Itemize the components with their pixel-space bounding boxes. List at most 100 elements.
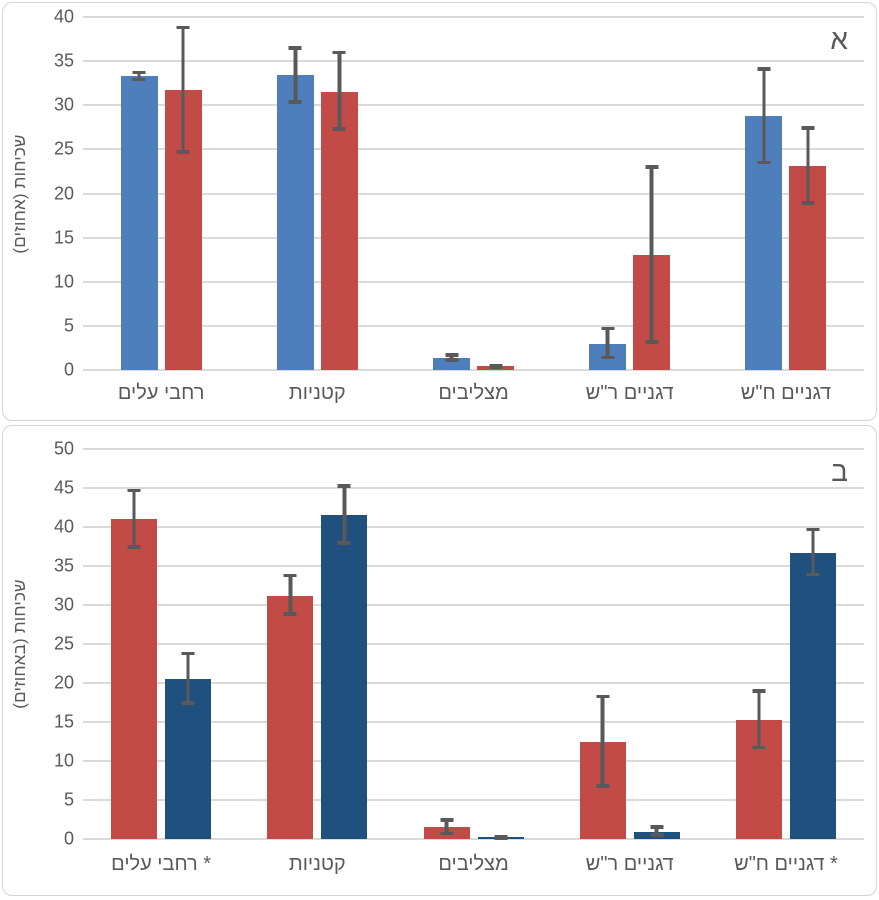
bar-slot-red-1 [320, 17, 358, 370]
bar-slot-red-4 [735, 449, 782, 839]
error-bar-line [654, 824, 659, 837]
error-bar-navy-1 [337, 484, 351, 545]
error-bar-blue-2 [445, 353, 458, 363]
error-bar-line [181, 25, 185, 154]
y-axis-title-b: שכיחות (באחוזים) [10, 579, 29, 709]
bar-slot-blue-1 [276, 17, 314, 370]
error-bar-red-3 [645, 165, 659, 344]
error-bar-cap-bottom [127, 545, 141, 549]
gridline-10 [83, 760, 864, 762]
x-axis-labels-b: * רחבי עלים קטניות מצליבים דגניים ר"ש * דגני… [83, 839, 864, 889]
category-group-2 [395, 17, 551, 370]
category-group-0 [83, 17, 239, 370]
panel-letter-b: ב [831, 456, 848, 487]
error-bar-cap-bottom [645, 339, 659, 344]
gridline-45 [83, 487, 864, 489]
error-bar-cap-bottom [445, 358, 458, 363]
y-axis-title-column-b: שכיחות (באחוזים) [3, 449, 37, 839]
error-bar-navy-0 [181, 651, 195, 705]
bar-slot-navy-4 [789, 449, 836, 839]
bar-slot-red-0 [111, 449, 158, 839]
gridline-40 [83, 16, 864, 18]
bar-slot-blue-2 [433, 17, 470, 370]
y-tick-0: 0 [63, 828, 74, 849]
category-label-3: דגניים ר"ש [585, 852, 674, 875]
error-bar-red-1 [332, 50, 346, 131]
category-label-1: קטניות [288, 852, 346, 875]
error-bar-line [293, 46, 298, 104]
gridline-0 [83, 369, 864, 371]
bar-slot-red-2 [477, 17, 514, 370]
error-bar-cap-top [337, 484, 351, 488]
x-axis-labels-a: רחבי עלים קטניות מצליבים דגניים ר"ש דגניים ח… [83, 370, 864, 416]
gridline-5 [83, 799, 864, 801]
error-bar-red-4 [801, 126, 815, 205]
y-tick-10: 10 [53, 750, 74, 771]
error-bar-cap-top [752, 689, 766, 693]
y-tick-10: 10 [53, 271, 74, 292]
bar-slot-red-1 [267, 449, 314, 839]
error-bar-line [600, 694, 605, 788]
chart-body-a: שכיחות (אחוזים) 0 5 10 15 20 25 30 35 40 א [3, 3, 876, 380]
category-label-1: קטניות [288, 381, 346, 404]
bar-slot-navy-0 [165, 449, 212, 839]
y-tick-5: 5 [63, 315, 74, 336]
y-tick-50: 50 [53, 438, 74, 459]
category-group-3 [552, 17, 708, 370]
error-bar-cap-bottom [601, 355, 615, 360]
error-bar-cap-bottom [801, 201, 815, 205]
bar-red-1 [267, 595, 314, 839]
category-label-4: דגניים ח"ש [740, 381, 832, 404]
category-label-0: * רחבי עלים [111, 852, 212, 875]
bar-slot-blue-0 [120, 17, 158, 370]
error-bar-cap-top [650, 824, 664, 829]
bar-slot-red-4 [789, 17, 827, 370]
error-bar-cap-top [288, 46, 302, 50]
y-tick-15: 15 [53, 711, 74, 732]
error-bar-red-0 [176, 25, 190, 154]
error-bar-blue-0 [132, 70, 146, 82]
bar-blue-2 [433, 357, 470, 370]
error-bar-cap-bottom [288, 99, 302, 104]
bar-slot-navy-2 [477, 449, 524, 840]
error-bar-cap-top [181, 651, 195, 656]
error-bar-line [186, 651, 190, 705]
gridline-40 [83, 526, 864, 528]
category-group-4 [708, 449, 864, 839]
error-bar-red-3 [596, 694, 610, 788]
error-bar-cap-top [132, 70, 146, 75]
bar-groups [83, 449, 864, 840]
bar-slot-red-2 [423, 449, 470, 839]
bar-navy-0 [165, 679, 212, 839]
y-tick-30: 30 [53, 594, 74, 615]
bar-red-1 [320, 92, 358, 370]
gridline-30 [83, 104, 864, 107]
y-tick-35: 35 [53, 50, 74, 71]
y-axis-title-column-a: שכיחות (אחוזים) [3, 17, 37, 370]
bar-slot-navy-3 [633, 449, 680, 839]
gridline-15 [83, 236, 864, 239]
y-tick-0: 0 [63, 359, 74, 380]
category-label-4: * דגניים ח"ש [734, 852, 838, 875]
error-bar-line [811, 527, 815, 577]
error-bar-navy-4 [806, 527, 820, 577]
y-tick-40: 40 [53, 516, 74, 537]
gridline-30 [83, 604, 864, 606]
gridline-5 [83, 324, 864, 327]
category-label-3: דגניים ר"ש [585, 381, 674, 404]
bar-slot-red-0 [164, 17, 202, 370]
error-bar-cap-top [596, 694, 610, 699]
error-bar-line [337, 50, 342, 131]
error-bar-cap-top [801, 126, 815, 131]
chart-panel-b: שכיחות (באחוזים) 0 5 10 15 20 25 30 35 40 45 50 ב … [2, 425, 877, 896]
gridline-25 [83, 148, 864, 151]
y-tick-30: 30 [53, 94, 74, 115]
category-label-0: רחבי עלים [117, 381, 205, 404]
error-bar-line [605, 326, 610, 360]
gridline-35 [83, 565, 864, 567]
error-bar-line [449, 353, 454, 363]
bar-slot-blue-4 [745, 17, 783, 370]
bar-groups [83, 17, 864, 370]
bar-blue-1 [276, 75, 314, 370]
error-bar-cap-top [332, 50, 346, 55]
